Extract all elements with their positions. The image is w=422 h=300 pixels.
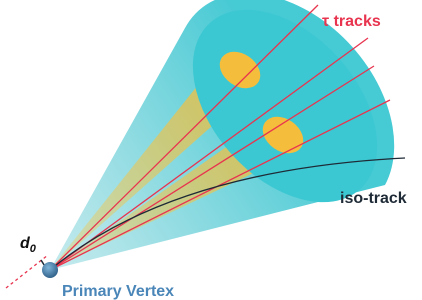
- vertex-label: Primary Vertex: [62, 283, 174, 300]
- d0-label: d0: [20, 235, 37, 255]
- tau-tracks-label: τ tracks: [322, 13, 381, 30]
- primary-vertex: [42, 262, 58, 278]
- d0-subscript: 0: [30, 243, 37, 255]
- diagram: τ tracks iso-track d0 Primary Vertex: [0, 0, 422, 300]
- iso-track-label: iso-track: [340, 190, 407, 207]
